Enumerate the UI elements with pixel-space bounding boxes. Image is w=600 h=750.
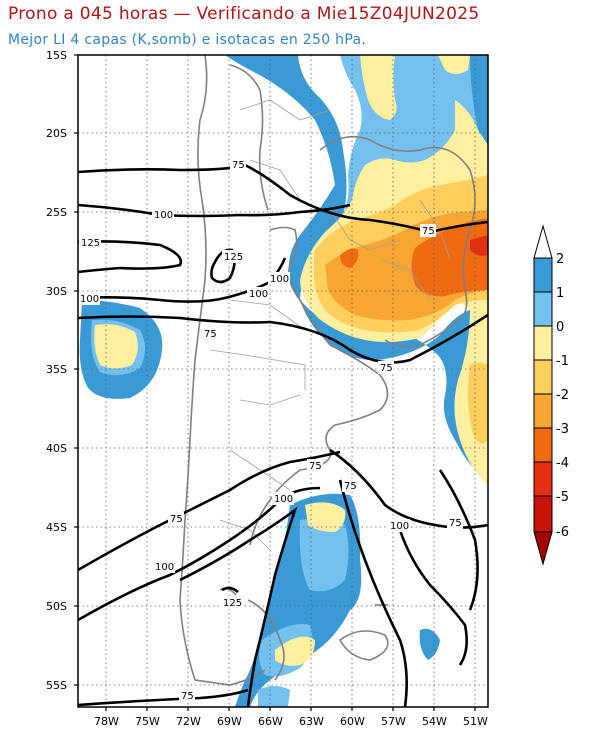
isotach-label: 100 [152,208,174,221]
colorbar-label: -3 [556,422,569,437]
latitude-labels: 15S 20S 25S 30S 35S 40S 45S 50S 55S [46,49,67,692]
isotach-label: 100 [272,492,294,505]
isotach-label: 100 [388,519,410,532]
isotach-label: 125 [222,250,244,263]
isotach-label: 75 [168,512,184,525]
svg-text:75: 75 [309,461,322,472]
longitude-labels: 78W 75W 72W 69W 66W 63W 60W 57W 54W 51W [94,715,488,728]
lon-label: 75W [135,715,160,728]
lat-label: 30S [46,285,67,298]
svg-text:75: 75 [380,363,393,374]
lon-label: 54W [422,715,447,728]
isotach-label: 100 [247,287,269,300]
svg-text:75: 75 [204,329,217,340]
svg-text:75: 75 [181,691,194,702]
svg-text:100: 100 [274,494,293,505]
svg-text:75: 75 [344,481,357,492]
colorbar-label: 1 [556,286,564,301]
political-borders [209,99,451,551]
isotach-label: 75 [342,479,358,492]
unstable-shading [94,55,488,666]
lon-label: 51W [463,715,488,728]
map-title: Prono a 045 horas — Verificando a Mie15Z… [8,4,480,24]
lon-label: 69W [217,715,242,728]
isotach-label: 100 [268,272,290,285]
map-subtitle: Mejor LI 4 capas (K,somb) e isotacas en … [8,32,367,48]
lon-label: 72W [176,715,201,728]
svg-text:100: 100 [154,210,173,221]
lon-label: 63W [299,715,324,728]
colorbar-label: 2 [556,252,564,267]
svg-text:100: 100 [80,294,99,305]
isotach-label: 75 [179,689,195,702]
isotach-labels: 75 100 125 125 100 100 100 75 75 75 75 1… [78,158,463,702]
isotach-label: 75 [378,361,394,374]
svg-text:100: 100 [155,562,174,573]
coastlines [179,55,476,686]
map-frame [77,54,489,708]
lon-label: 78W [94,715,119,728]
lon-label: 66W [258,715,283,728]
svg-text:75: 75 [170,514,183,525]
svg-text:100: 100 [390,521,409,532]
svg-text:75: 75 [422,226,435,237]
lat-label: 45S [46,521,67,534]
isotach-label: 75 [307,459,323,472]
isotach-label: 75 [230,158,246,171]
svg-text:75: 75 [449,518,462,529]
svg-text:100: 100 [249,289,268,300]
lat-label: 40S [46,442,67,455]
lat-label: 20S [46,127,67,140]
colorbar-label: 0 [556,320,564,335]
isotach-label: 100 [153,560,175,573]
svg-text:75: 75 [232,160,245,171]
isotach-label: 125 [79,236,101,249]
isotach-label: 100 [78,292,100,305]
colorbar-label: -6 [556,525,569,540]
lat-label: 55S [46,679,67,692]
isotach-label: 125 [221,596,243,609]
svg-text:100: 100 [270,274,289,285]
isotach-label: 75 [447,516,463,529]
isotach-label: 75 [420,224,436,237]
svg-text:125: 125 [81,238,100,249]
isotach-label: 75 [202,327,218,340]
svg-text:125: 125 [224,252,243,263]
svg-text:125: 125 [223,598,242,609]
map-area: 75 100 125 125 100 100 100 75 75 75 75 1… [78,55,488,707]
colorbar-label: -5 [556,490,569,505]
lon-label: 60W [340,715,365,728]
colorbar-label: -4 [556,456,569,471]
lon-label: 57W [381,715,406,728]
colorbar-label: -2 [556,388,569,403]
lat-label: 35S [46,363,67,376]
lat-label: 15S [46,49,67,62]
lifted-index-shading [79,55,488,707]
lat-label: 50S [46,600,67,613]
colorbar-label: -1 [556,354,569,369]
colorbar: 2 1 0 -1 -2 -3 -4 -5 -6 [533,224,569,566]
axis-ticks [74,54,476,711]
lat-label: 25S [46,206,67,219]
